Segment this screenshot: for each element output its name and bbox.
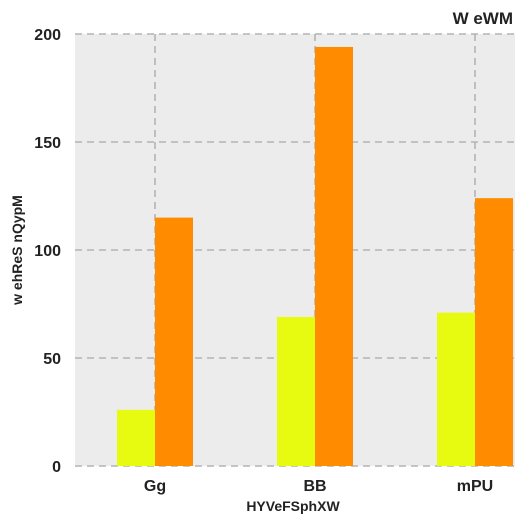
bar-series-1-Gg — [117, 409, 155, 466]
x-tick-label: mPU — [457, 478, 493, 495]
x-axis-title: HYVeFSphXW — [246, 498, 340, 514]
bar-series-1-mPU — [437, 312, 475, 466]
y-axis-title: w ehReS nQypM — [9, 195, 25, 306]
y-tick-label: 200 — [34, 27, 61, 44]
bar-series-2-BB — [315, 46, 353, 467]
x-axis-ticks: Gg BB mPU — [144, 478, 493, 495]
x-tick-label: Gg — [144, 478, 166, 495]
y-tick-label: 0 — [52, 459, 61, 476]
bar-series-2-Gg — [155, 217, 193, 466]
x-tick-label: BB — [303, 478, 326, 495]
y-axis-ticks: 0 50 100 150 200 — [34, 27, 61, 476]
bar-series-1-BB — [277, 316, 315, 466]
bars — [117, 46, 513, 467]
chart-title: W eWM — [453, 9, 513, 28]
y-tick-label: 50 — [43, 351, 61, 368]
y-tick-label: 100 — [34, 243, 61, 260]
bar-series-2-mPU — [475, 198, 513, 466]
y-tick-label: 150 — [34, 135, 61, 152]
